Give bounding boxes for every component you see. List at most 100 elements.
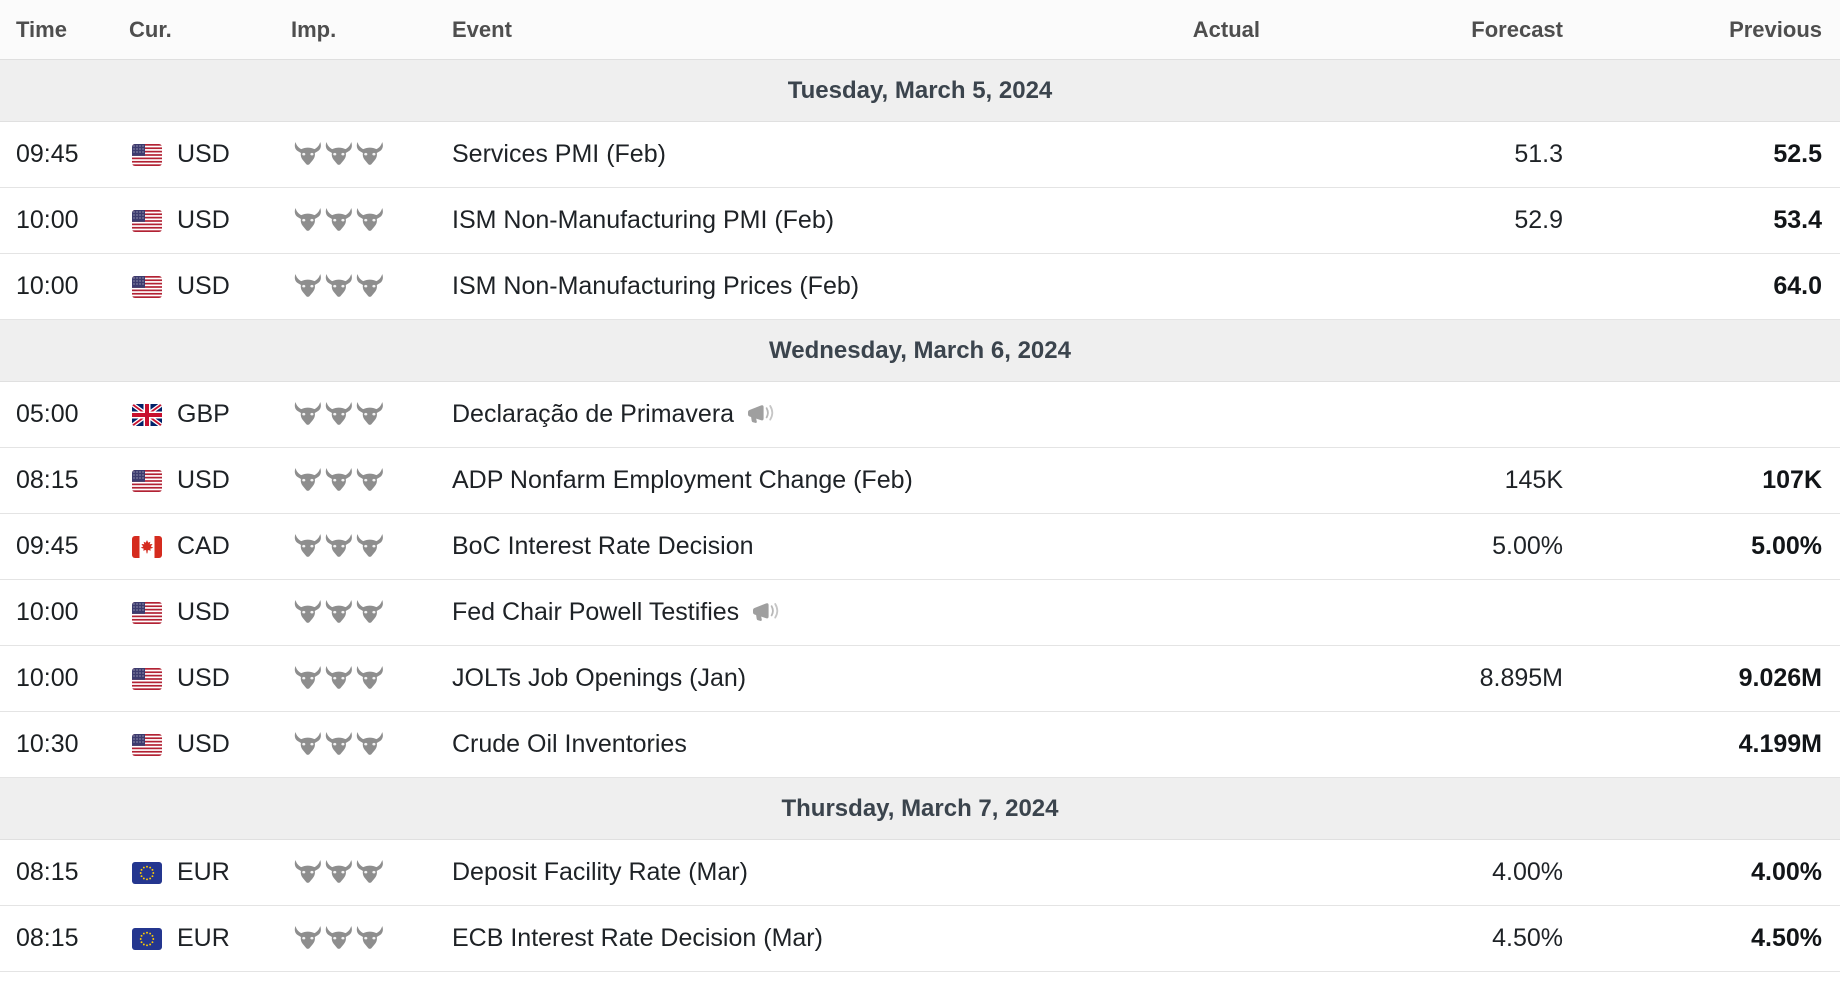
bull-icon — [355, 401, 385, 428]
event-row[interactable]: 09:45 CAD BoC Interest Rate Decision 5.0… — [0, 514, 1840, 580]
event-name-cell[interactable]: ISM Non-Manufacturing Prices (Feb) — [452, 272, 980, 301]
column-header-currency: Cur. — [129, 16, 172, 42]
event-time: 10:00 — [16, 206, 79, 234]
importance-bulls — [275, 859, 452, 886]
column-header-forecast: Forecast — [1471, 16, 1563, 42]
bull-icon — [324, 599, 354, 626]
event-name-cell[interactable]: Fed Chair Powell Testifies — [452, 598, 980, 627]
importance-bulls — [275, 141, 452, 168]
previous-value: 9.026M — [1738, 664, 1822, 692]
megaphone-icon — [751, 601, 781, 625]
us-flag-icon — [132, 601, 162, 624]
importance-bulls — [275, 665, 452, 692]
bull-icon — [293, 273, 323, 300]
table-header: Time Cur. Imp. Event Actual Forecast Pre… — [0, 0, 1840, 60]
event-name-cell[interactable]: Services PMI (Feb) — [452, 140, 980, 169]
date-label: Thursday, March 7, 2024 — [781, 794, 1059, 822]
bull-icon — [355, 141, 385, 168]
event-row[interactable]: 10:00 USD JOLTs Job Openings (Jan) 8.895… — [0, 646, 1840, 712]
column-header-actual: Actual — [1192, 16, 1260, 42]
event-currency-cell: USD — [115, 272, 275, 301]
importance-bulls — [275, 599, 452, 626]
event-name-link[interactable]: ADP Nonfarm Employment Change (Feb) — [452, 466, 913, 494]
importance-bulls — [275, 467, 452, 494]
event-name-link[interactable]: ISM Non-Manufacturing PMI (Feb) — [452, 206, 835, 234]
bull-icon — [324, 141, 354, 168]
us-flag-icon — [132, 143, 162, 166]
us-flag-icon — [132, 209, 162, 232]
event-row[interactable]: 08:15 EUR Deposit Facility Rate (Mar) 4.… — [0, 840, 1840, 906]
previous-value: 64.0 — [1773, 272, 1822, 300]
bull-icon — [355, 925, 385, 952]
date-separator-row: Thursday, March 7, 2024 — [0, 778, 1840, 840]
bull-icon — [293, 533, 323, 560]
event-name-link[interactable]: ISM Non-Manufacturing Prices (Feb) — [452, 272, 860, 300]
event-row[interactable]: 10:00 USD ISM Non-Manufacturing PMI (Feb… — [0, 188, 1840, 254]
previous-value: 53.4 — [1773, 206, 1822, 234]
event-name-cell[interactable]: Deposit Facility Rate (Mar) — [452, 858, 980, 887]
bull-icon — [293, 665, 323, 692]
event-name-link[interactable]: Deposit Facility Rate (Mar) — [452, 858, 748, 886]
us-flag-icon — [132, 733, 162, 756]
canada-flag-icon — [132, 535, 162, 558]
event-name-link[interactable]: Crude Oil Inventories — [452, 730, 687, 758]
importance-bulls — [275, 207, 452, 234]
bull-icon — [324, 859, 354, 886]
bull-icon — [355, 207, 385, 234]
eu-flag-icon — [132, 861, 162, 884]
event-name-link[interactable]: Services PMI (Feb) — [452, 140, 666, 168]
event-name-cell[interactable]: ECB Interest Rate Decision (Mar) — [452, 924, 980, 953]
date-label: Wednesday, March 6, 2024 — [769, 336, 1071, 364]
event-row[interactable]: 10:00 USD Fed Chair Powell Testifies — [0, 580, 1840, 646]
event-row[interactable]: 05:00 GBP Declaração de Primavera — [0, 382, 1840, 448]
event-time: 10:00 — [16, 598, 79, 626]
bull-icon — [293, 141, 323, 168]
bull-icon — [355, 599, 385, 626]
event-row[interactable]: 08:15 EUR ECB Interest Rate Decision (Ma… — [0, 906, 1840, 972]
event-row[interactable]: 08:15 USD ADP Nonfarm Employment Change … — [0, 448, 1840, 514]
importance-bulls — [275, 533, 452, 560]
event-row[interactable]: 10:30 USD Crude Oil Inventories 4.199M — [0, 712, 1840, 778]
previous-value: 5.00% — [1751, 532, 1822, 560]
event-name-cell[interactable]: Crude Oil Inventories — [452, 730, 980, 759]
bull-icon — [324, 533, 354, 560]
previous-value: 4.00% — [1751, 858, 1822, 886]
eu-flag-icon — [132, 927, 162, 950]
column-header-time: Time — [16, 16, 67, 42]
event-name-link[interactable]: BoC Interest Rate Decision — [452, 532, 754, 560]
date-separator-row: Tuesday, March 5, 2024 — [0, 60, 1840, 122]
event-name-link[interactable]: ECB Interest Rate Decision (Mar) — [452, 924, 823, 952]
event-name-link[interactable]: JOLTs Job Openings (Jan) — [452, 664, 747, 692]
event-time: 08:15 — [16, 858, 79, 886]
date-separator-row: Wednesday, March 6, 2024 — [0, 320, 1840, 382]
event-row[interactable]: 10:00 USD ISM Non-Manufacturing Prices (… — [0, 254, 1840, 320]
event-row[interactable]: 09:45 USD Services PMI (Feb) 51.3 52.5 — [0, 122, 1840, 188]
currency-code: USD — [177, 664, 230, 692]
currency-code: USD — [177, 206, 230, 234]
bull-icon — [293, 925, 323, 952]
currency-code: EUR — [177, 924, 230, 952]
currency-code: CAD — [177, 532, 230, 560]
event-time: 08:15 — [16, 466, 79, 494]
event-time: 10:00 — [16, 272, 79, 300]
forecast-value: 52.9 — [1514, 206, 1563, 234]
event-time: 10:30 — [16, 730, 79, 758]
event-time: 09:45 — [16, 532, 79, 560]
event-name-cell[interactable]: BoC Interest Rate Decision — [452, 532, 980, 561]
event-currency-cell: EUR — [115, 858, 275, 887]
forecast-value: 51.3 — [1514, 140, 1563, 168]
currency-code: USD — [177, 466, 230, 494]
partial-next-row — [0, 972, 1840, 994]
us-flag-icon — [132, 469, 162, 492]
column-header-event: Event — [452, 16, 512, 42]
date-label: Tuesday, March 5, 2024 — [787, 76, 1053, 104]
event-name-cell[interactable]: JOLTs Job Openings (Jan) — [452, 664, 980, 693]
event-name-cell[interactable]: ADP Nonfarm Employment Change (Feb) — [452, 466, 980, 495]
event-name-cell[interactable]: ISM Non-Manufacturing PMI (Feb) — [452, 206, 980, 235]
event-time: 05:00 — [16, 400, 79, 428]
event-name-link[interactable]: Declaração de Primavera — [452, 400, 735, 428]
event-name-link[interactable]: Fed Chair Powell Testifies — [452, 598, 740, 626]
event-currency-cell: EUR — [115, 924, 275, 953]
event-name-cell[interactable]: Declaração de Primavera — [452, 400, 980, 429]
